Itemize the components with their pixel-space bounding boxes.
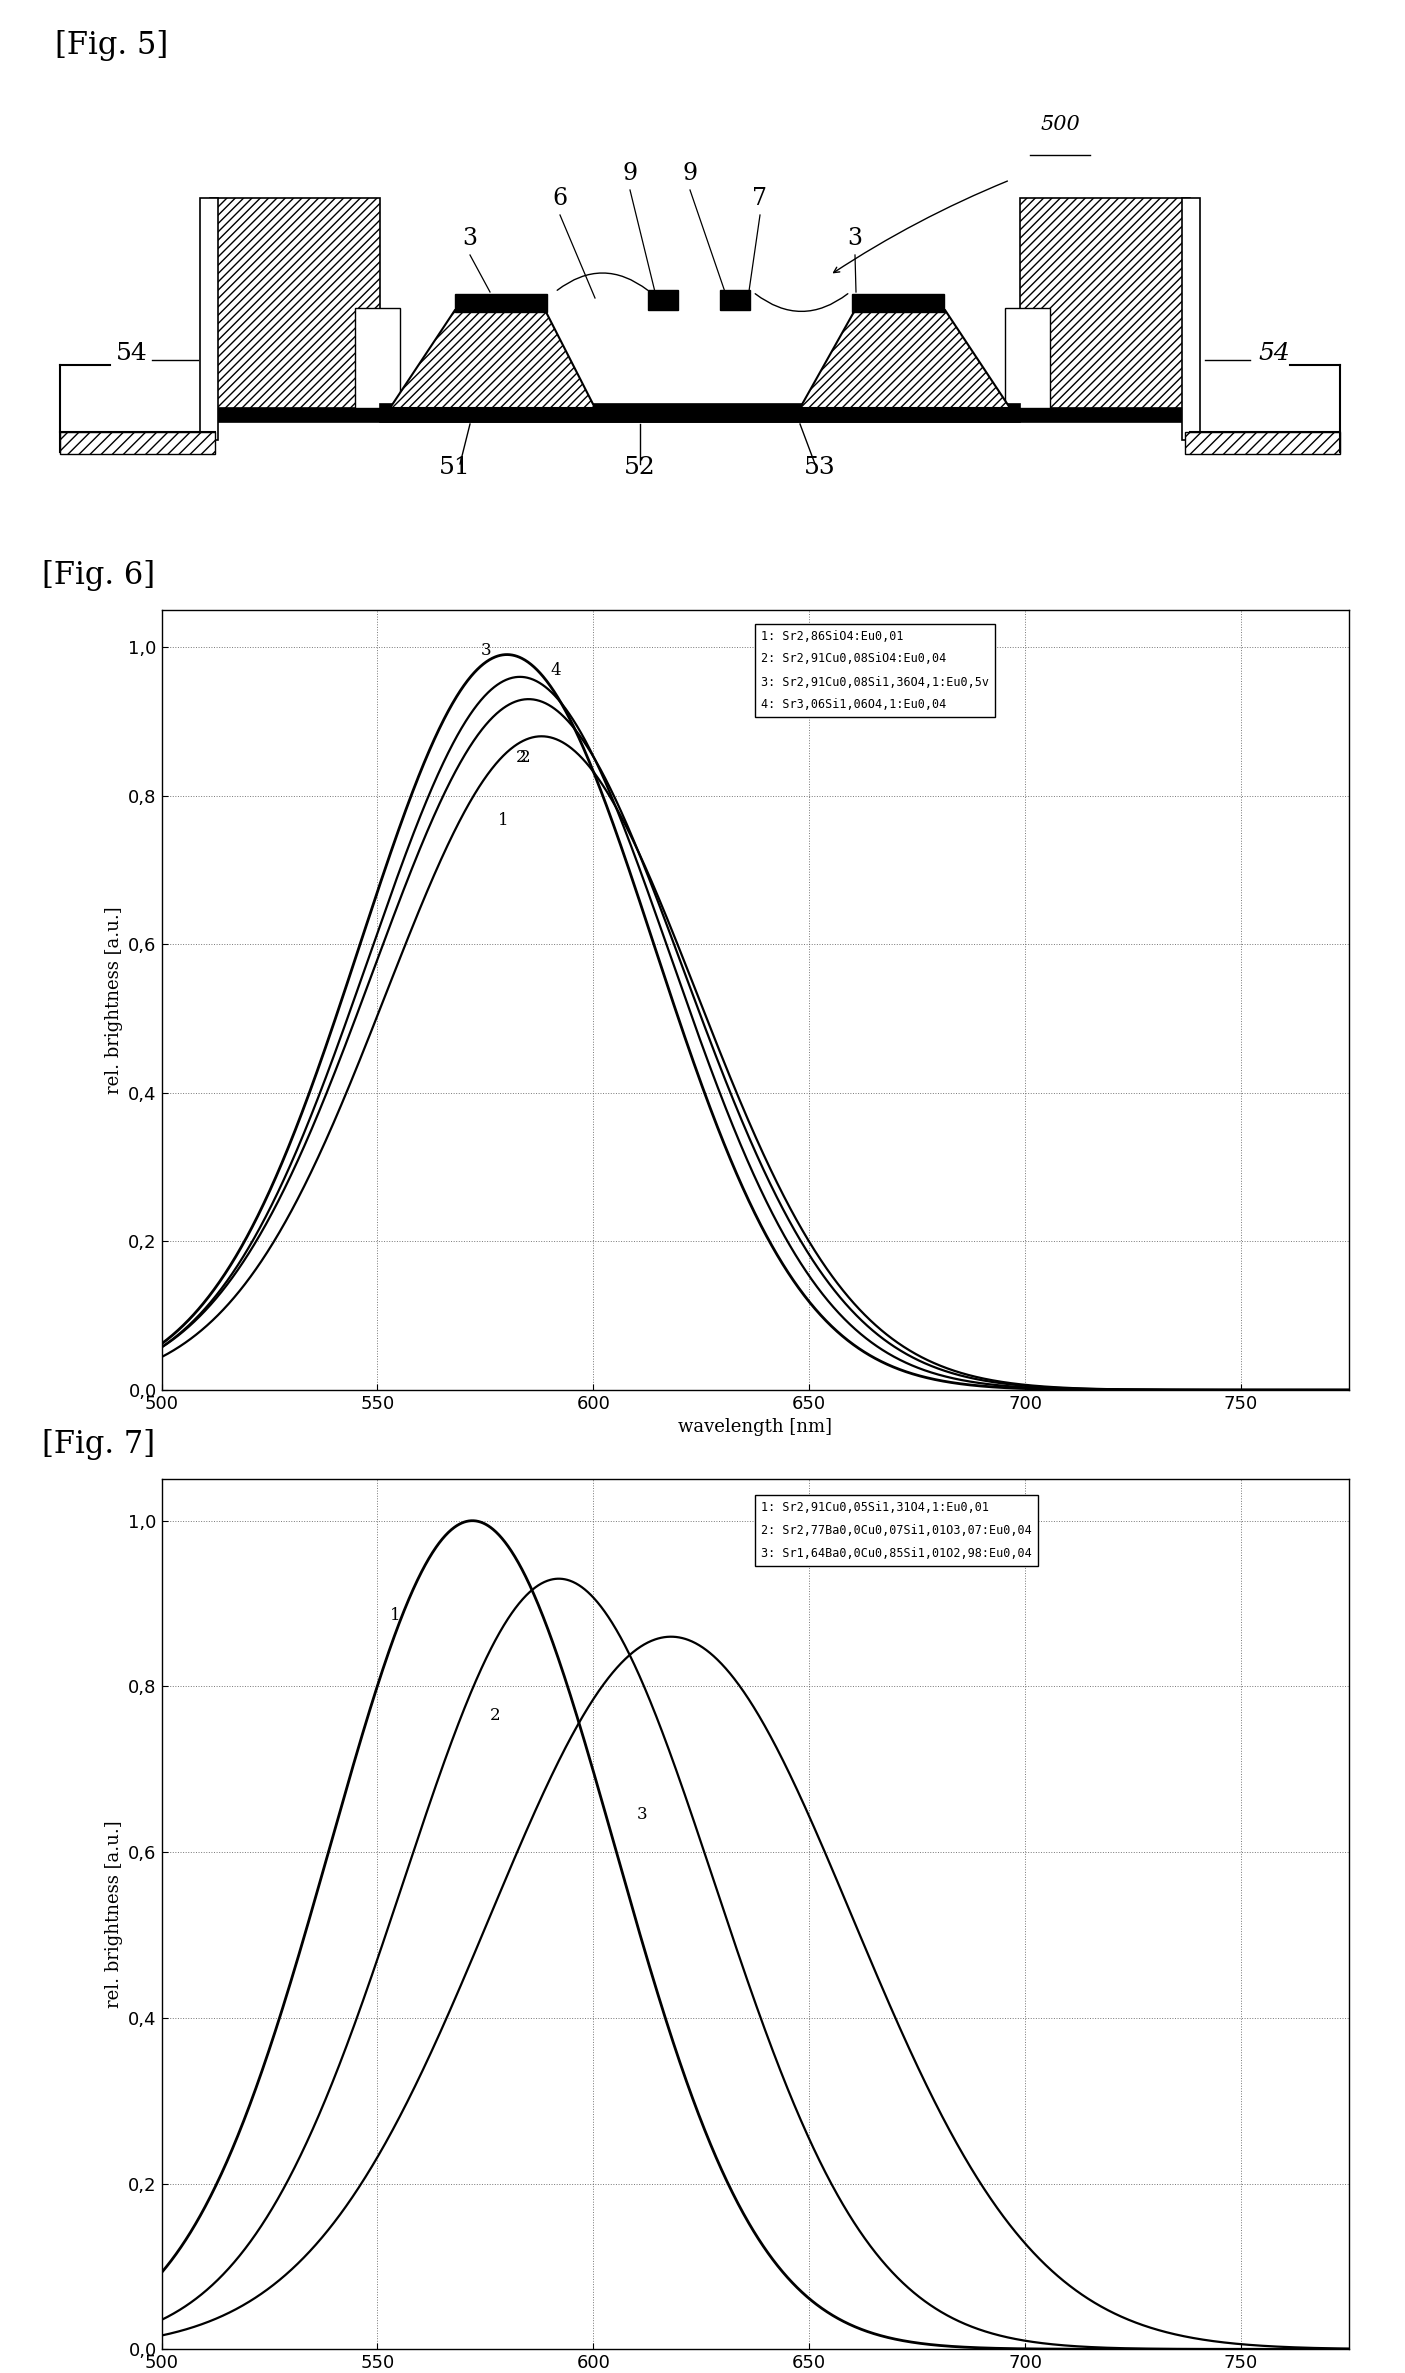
X-axis label: wavelength [nm]: wavelength [nm] [679, 1419, 832, 1436]
Text: 54: 54 [117, 342, 148, 365]
Text: 3: 3 [847, 228, 863, 249]
Text: 3: 3 [481, 641, 492, 660]
Text: 7: 7 [753, 187, 767, 209]
Text: 9: 9 [683, 161, 697, 185]
Text: 1: Sr2,91Cu0,05Si1,31O4,1:Eu0,01
2: Sr2,77Ba0,0Cu0,07Si1,01O3,07:Eu0,04
3: Sr1,6: 1: Sr2,91Cu0,05Si1,31O4,1:Eu0,01 2: Sr2,… [762, 1502, 1031, 1559]
Polygon shape [391, 311, 594, 408]
Bar [355, 308, 400, 408]
Bar [1005, 308, 1050, 408]
Text: 6: 6 [552, 187, 568, 209]
Bar [1182, 197, 1200, 439]
Text: 3: 3 [636, 1806, 648, 1822]
Y-axis label: rel. brightness [a.u.]: rel. brightness [a.u.] [104, 906, 122, 1094]
Text: 3: 3 [462, 228, 478, 249]
Bar [851, 294, 944, 311]
Text: 9: 9 [622, 161, 638, 185]
Polygon shape [799, 311, 1010, 408]
Text: 1: 1 [391, 1607, 400, 1623]
Text: 54: 54 [1257, 342, 1290, 365]
Text: 2: 2 [490, 1706, 500, 1723]
Bar [209, 408, 1190, 422]
Bar [719, 290, 750, 311]
Text: 500: 500 [1040, 114, 1080, 133]
Text: [Fig. 6]: [Fig. 6] [42, 560, 156, 591]
Text: 53: 53 [804, 456, 836, 479]
Text: 51: 51 [440, 456, 471, 479]
Text: 1: 1 [499, 812, 509, 831]
Bar [209, 197, 379, 408]
Text: [Fig. 5]: [Fig. 5] [55, 31, 169, 62]
Bar [1020, 197, 1190, 408]
Text: 2: 2 [520, 750, 531, 766]
Text: 1: Sr2,86SiO4:Eu0,01
2: Sr2,91Cu0,08SiO4:Eu0,04
3: Sr2,91Cu0,08Si1,36O4,1:Eu0,5v: 1: Sr2,86SiO4:Eu0,01 2: Sr2,91Cu0,08SiO4… [762, 629, 989, 712]
Y-axis label: rel. brightness [a.u.]: rel. brightness [a.u.] [104, 1820, 122, 2008]
Bar [648, 290, 679, 311]
Bar [455, 294, 547, 311]
Text: 2: 2 [516, 750, 527, 766]
Bar [200, 197, 218, 439]
Text: 4: 4 [551, 662, 561, 679]
Bar [379, 403, 1020, 422]
Text: [Fig. 7]: [Fig. 7] [42, 1429, 156, 1459]
Bar [1184, 432, 1340, 453]
Text: 52: 52 [624, 456, 656, 479]
Bar [60, 432, 215, 453]
